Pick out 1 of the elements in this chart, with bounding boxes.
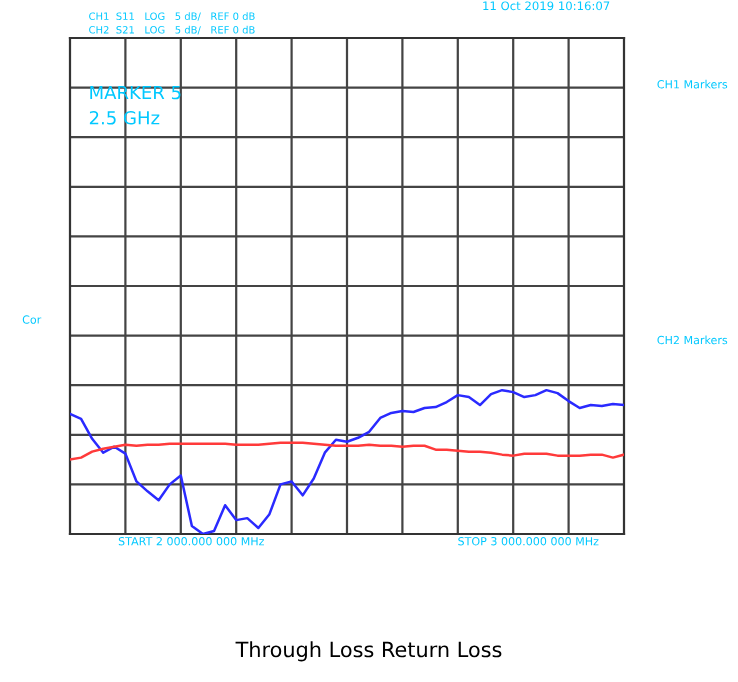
text: Through Loss Return Loss	[235, 641, 502, 662]
